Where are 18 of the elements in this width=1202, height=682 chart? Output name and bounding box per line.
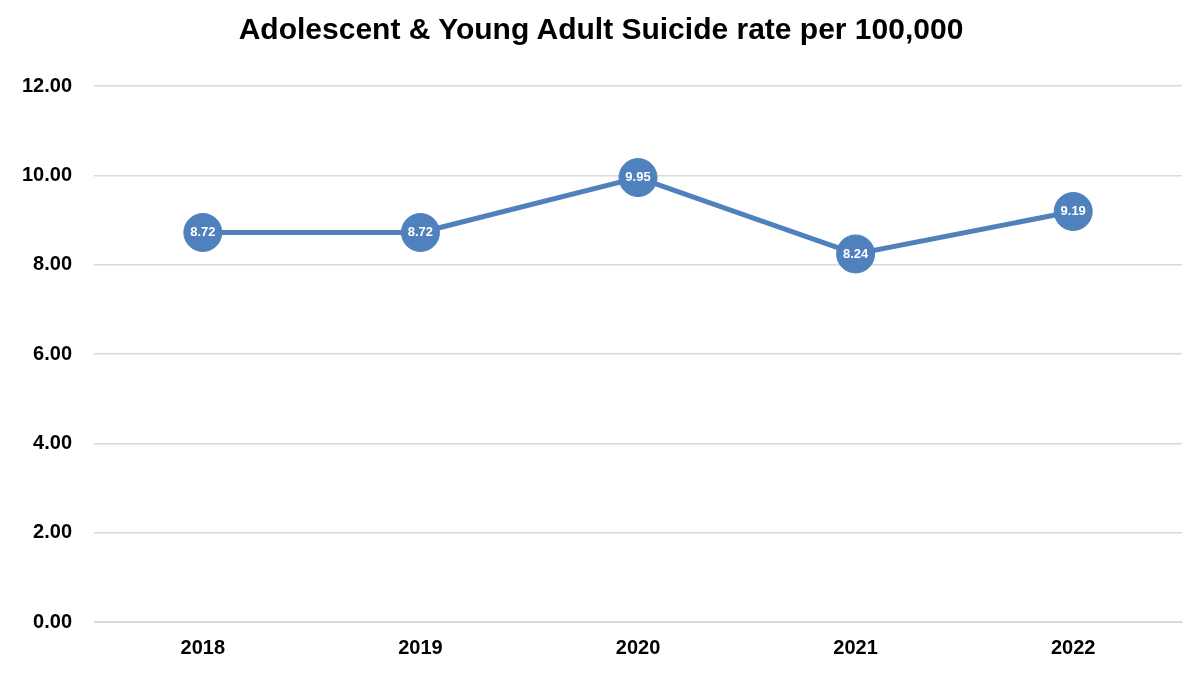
y-tick-label: 6.00: [33, 341, 73, 364]
y-tick-label: 4.00: [33, 430, 73, 453]
data-label: 8.72: [407, 224, 434, 240]
data-label: 8.24: [842, 245, 870, 261]
x-tick-label: 2021: [833, 635, 878, 658]
y-tick-label: 2.00: [33, 520, 73, 543]
chart-title: Adolescent & Young Adult Suicide rate per 100,000: [237, 11, 965, 47]
y-tick-label: 0.00: [33, 609, 73, 632]
data-label: 9.95: [625, 169, 651, 185]
x-tick-label: 2018: [180, 635, 226, 658]
data-label: 8.72: [190, 224, 216, 240]
y-tick-label: 10.00: [21, 162, 73, 185]
y-tick-label: 8.00: [33, 252, 73, 275]
data-label: 9.19: [1060, 203, 1086, 219]
x-tick-label: 2020: [615, 635, 661, 658]
x-tick-label: 2022: [1050, 635, 1096, 658]
x-tick-label: 2019: [398, 635, 443, 658]
y-tick-label: 12.00: [21, 73, 73, 96]
